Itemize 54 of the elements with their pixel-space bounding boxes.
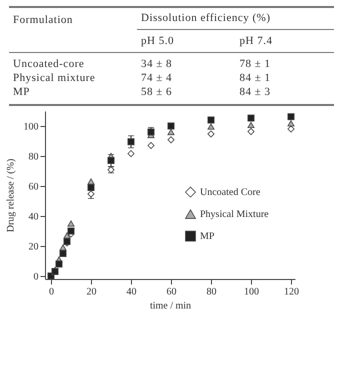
point (288, 113, 294, 120)
x-tick-label: 120 (284, 286, 299, 298)
point (248, 128, 254, 136)
category-label: pH 5.0 (137, 30, 236, 52)
x-tick-label: 80 (206, 286, 216, 298)
point (128, 150, 134, 158)
point (168, 122, 174, 130)
legend-label: Physical Mixture (200, 209, 270, 220)
x-tick-label: 40 (126, 286, 136, 298)
point (60, 244, 66, 251)
text: 84 ± 1 (240, 72, 271, 84)
legend-label: MP (200, 231, 215, 242)
point (168, 128, 174, 136)
point (208, 124, 214, 130)
point (168, 136, 174, 144)
text: 84 ± 3 (240, 86, 271, 98)
x-tick-label: 60 (166, 286, 176, 298)
y-tick-label: 0 (34, 272, 38, 282)
x-tick-label: 100 (244, 286, 259, 298)
text: 74 ± 4 (141, 72, 172, 84)
point (88, 178, 94, 185)
point (60, 250, 66, 257)
text: Formulation (12, 13, 74, 28)
y-axis-title: Drug release / (%) (6, 158, 16, 232)
category-label: Physical mixture (13, 72, 96, 84)
text: 34 ± 8 (141, 58, 172, 70)
point (56, 260, 62, 268)
y-tick-label: 20 (28, 242, 38, 252)
text: Dissolution efficiency (%) (137, 8, 334, 30)
point (208, 130, 214, 138)
category-label: MP (13, 86, 30, 98)
category-label: pH 7.4 (236, 30, 334, 52)
point (128, 138, 134, 146)
text: 78 ± 1 (240, 58, 271, 70)
point (108, 157, 114, 164)
legend-label: Uncoated Core (200, 187, 261, 198)
y-tick-label: 40 (28, 212, 38, 222)
point (88, 184, 94, 191)
x-tick-label: 0 (49, 286, 54, 298)
y-tick-label: 60 (28, 182, 38, 192)
y-tick-label: 100 (24, 122, 38, 132)
point (148, 142, 154, 149)
point (248, 114, 254, 122)
y-tick-label: 80 (28, 152, 38, 162)
text: 58 ± 6 (141, 86, 172, 98)
point (248, 122, 254, 128)
category-label: Uncoated-core (13, 58, 84, 70)
point (288, 126, 294, 132)
x-axis-title: time / min (150, 300, 192, 312)
x-tick-label: 20 (86, 286, 96, 298)
point (68, 220, 74, 227)
point (208, 116, 214, 124)
point (288, 120, 294, 126)
point (68, 228, 74, 234)
